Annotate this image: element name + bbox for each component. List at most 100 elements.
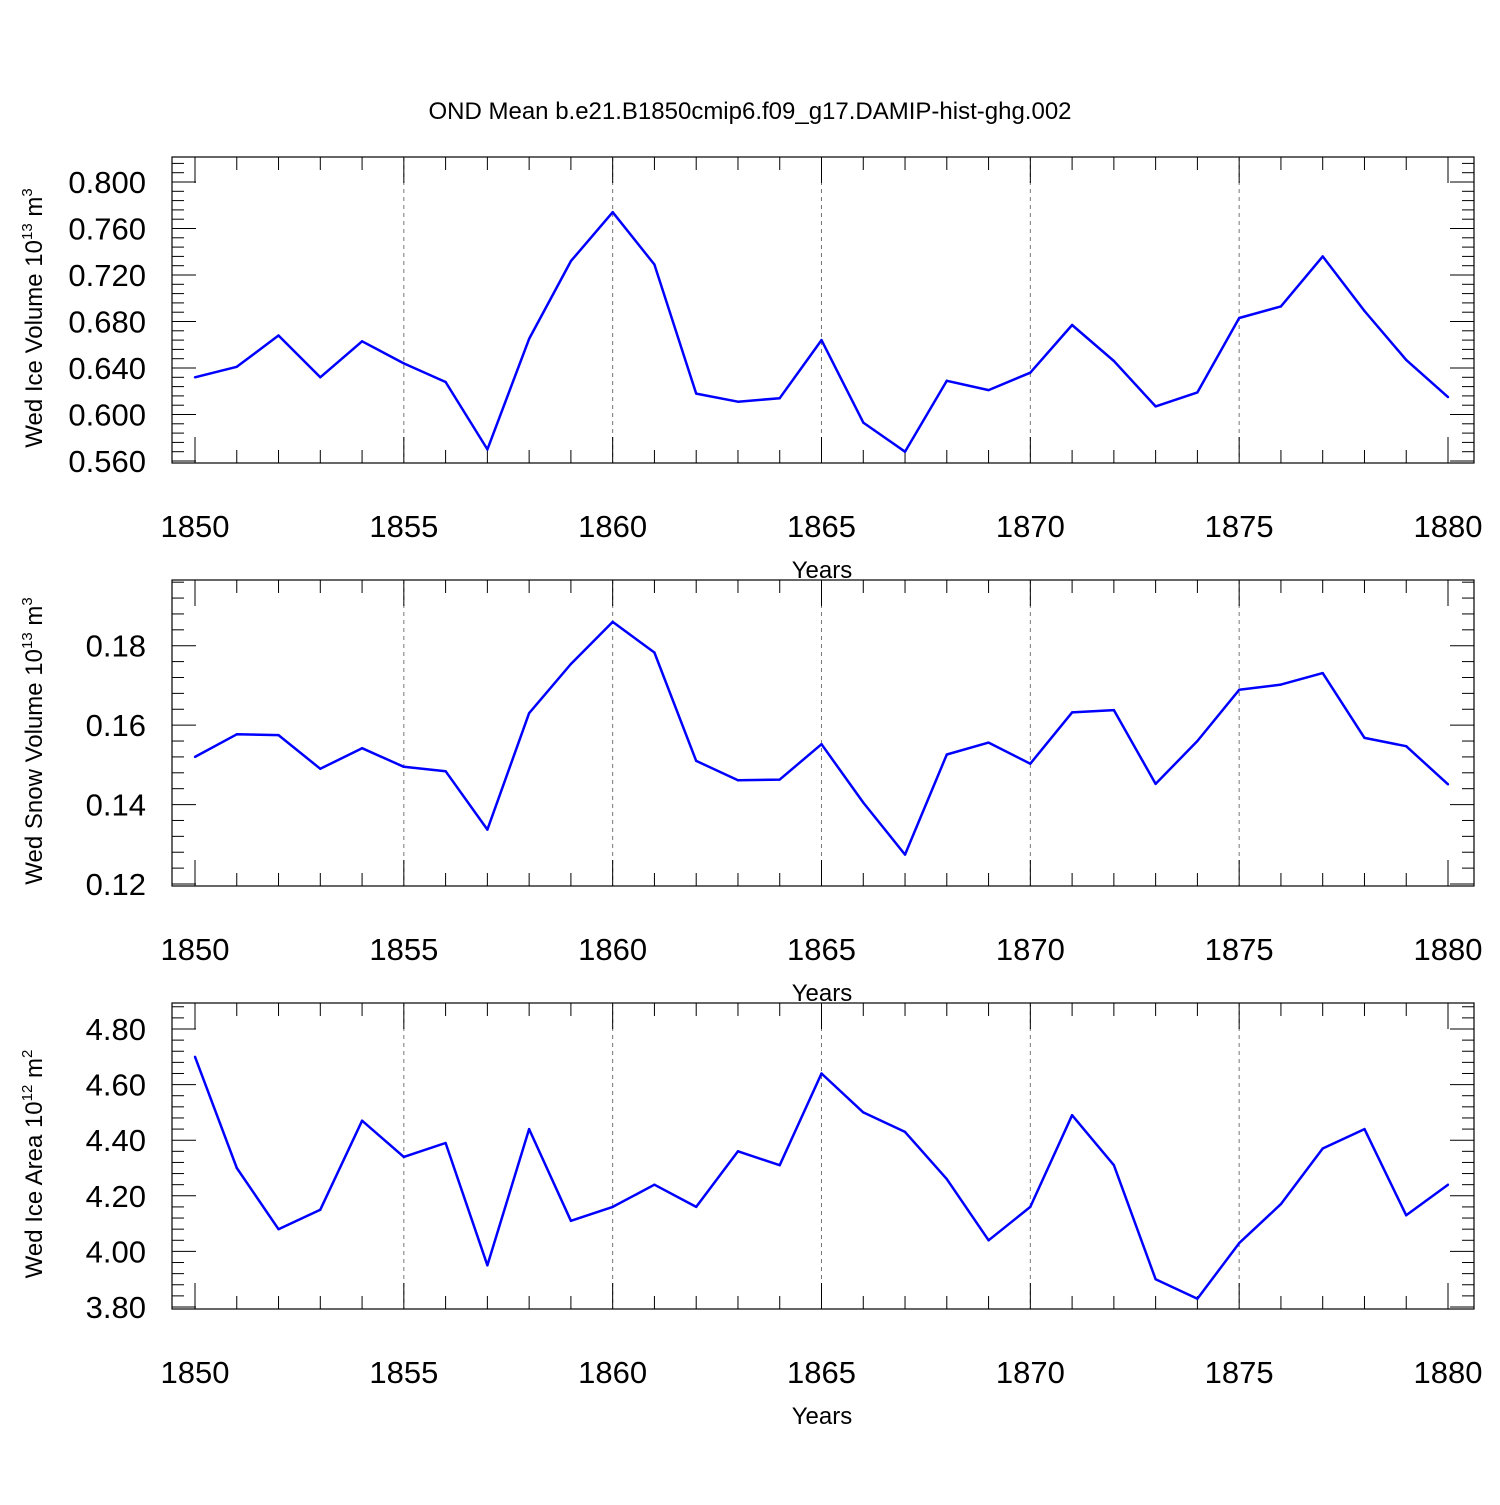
x-tick-label: 1855 [369,932,438,967]
y-axis-label-exponent: 12 [19,1085,36,1102]
y-tick-label: 4.00 [86,1234,146,1269]
data-point [862,421,865,424]
data-point [319,767,322,771]
y-tick-label: 0.560 [68,444,146,479]
data-point [402,1155,406,1159]
x-tick-label: 1865 [787,1355,856,1390]
x-tick-label: 1860 [578,509,647,544]
y-tick-label: 4.40 [86,1123,146,1158]
data-point [1279,683,1283,686]
data-point [778,1164,781,1167]
data-point [235,1166,238,1170]
data-point [945,753,948,756]
series-line [194,620,1449,856]
data-point [1154,405,1157,408]
y-tick-label: 0.680 [68,305,146,340]
x-tick-label: 1850 [161,1355,230,1390]
data-point [862,1111,865,1114]
panel-frame [171,579,1475,887]
data-point [1237,1241,1241,1245]
data-point [1029,371,1032,374]
x-tick-label: 1860 [578,932,647,967]
x-tick-label: 1880 [1414,509,1483,544]
x-tick-label: 1875 [1205,932,1274,967]
x-tick-label: 1865 [787,509,856,544]
y-tick-label: 0.600 [68,398,146,433]
y-tick-label: 0.18 [86,629,146,664]
data-point [277,1227,280,1231]
data-point [360,746,364,750]
data-point [1154,782,1157,786]
x-tick-label: 1855 [369,509,438,544]
y-axis-label-text: m [21,197,48,224]
panel-frame [171,156,1475,464]
data-point [319,376,322,379]
data-point [611,211,614,214]
y-tick-label: 3.80 [86,1290,146,1325]
data-point [444,380,447,384]
data-point [611,620,614,624]
data-point [1279,1202,1283,1206]
data-point [1363,309,1366,313]
x-axis-label: Years [792,1403,853,1430]
y-tick-label: 0.800 [68,165,146,200]
x-tick-label: 1850 [161,509,230,544]
data-point [277,733,280,737]
data-point [820,338,823,342]
data-point [945,379,948,382]
data-point [1070,323,1074,327]
data-point [235,365,238,369]
panel-frame [171,1002,1475,1310]
x-tick-label: 1855 [369,1355,438,1390]
data-point [695,759,698,763]
data-point [402,362,406,365]
data-point [1321,671,1324,675]
data-point [360,1119,364,1122]
data-point [903,1130,907,1134]
x-tick-label: 1870 [996,1355,1065,1390]
data-point [402,765,406,769]
data-point [1196,1297,1199,1300]
data-point [695,1205,698,1209]
y-tick-label: 0.12 [86,867,146,902]
data-point [1363,736,1366,740]
y-tick-label: 0.14 [86,788,146,823]
data-point [527,1127,531,1131]
data-point [569,259,573,263]
data-point [1405,358,1408,362]
data-point [862,801,865,804]
data-point [820,743,823,746]
data-point [1279,305,1283,308]
x-tick-label: 1870 [996,932,1065,967]
y-tick-label: 0.760 [68,212,146,247]
y-axis-label-text: Wed Ice Volume 10 [21,240,48,448]
y-axis-label: Wed Ice Area 1012 m2 [19,1050,48,1279]
data-point [193,376,197,379]
x-tick-label: 1850 [161,932,230,967]
x-tick-label: 1870 [996,509,1065,544]
x-tick-label: 1860 [578,1355,647,1390]
data-point [569,1219,573,1223]
data-point [987,1239,990,1242]
chart-title: OND Mean b.e21.B1850cmip6.f09_g17.DAMIP-… [428,98,1071,125]
data-point [1112,708,1116,712]
y-axis-label-text: Wed Snow Volume 10 [21,649,48,885]
data-point [778,778,781,781]
data-point [736,779,740,782]
data-point [1154,1278,1157,1281]
y-axis-label-exponent: 13 [19,632,36,649]
data-point [987,388,990,392]
data-point [653,651,656,654]
data-point [736,400,740,403]
data-point [903,853,907,856]
data-point [193,755,197,759]
data-point [235,733,238,736]
y-tick-label: 4.20 [86,1179,146,1214]
data-point [778,397,781,400]
data-point [1237,316,1241,320]
y-tick-label: 4.60 [86,1068,146,1103]
data-point [611,1205,614,1209]
data-point [360,340,364,343]
